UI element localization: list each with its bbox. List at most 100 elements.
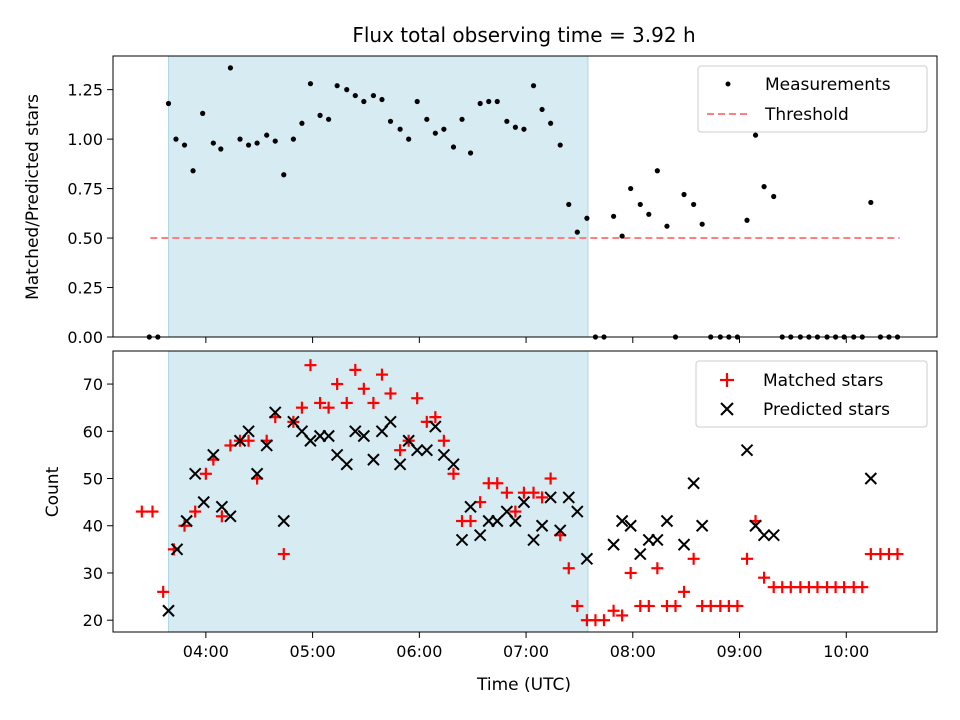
matched-star-point	[687, 552, 700, 565]
marker-stroke	[527, 533, 540, 547]
matched-star-point	[464, 515, 477, 528]
measurement-point	[681, 191, 687, 198]
predicted-star-point	[527, 533, 540, 547]
measurement-point	[441, 126, 447, 132]
matched-star-point	[375, 368, 388, 381]
matched-star-point	[891, 548, 904, 561]
marker-stroke	[437, 448, 451, 462]
measurement-point	[190, 168, 196, 174]
predicted-star-point	[491, 514, 504, 528]
predicted-star-point	[304, 434, 317, 447]
measurement-point	[397, 126, 403, 132]
measurement-point	[424, 116, 430, 122]
bottom-y-axis: 20 30 40 50 60 70	[83, 375, 113, 630]
marker-stroke	[517, 495, 531, 509]
measurement-point	[646, 211, 652, 217]
matched-star-point	[157, 585, 170, 598]
measurement-point	[610, 213, 617, 219]
measurement-point	[200, 110, 206, 116]
matched-star-point	[135, 505, 148, 518]
matched-star-point	[491, 477, 504, 490]
measurement-point	[512, 124, 518, 130]
predicted-star-point	[687, 477, 700, 490]
marker-stroke	[455, 533, 469, 547]
y-tick-label: 1.00	[67, 130, 103, 149]
predicted-star-point	[384, 415, 397, 429]
measurement-point	[584, 215, 590, 221]
predicted-star-point	[864, 472, 878, 485]
predicted-star-point	[607, 538, 620, 551]
x-tick-label: 05:00	[290, 642, 336, 661]
marker-stroke	[269, 406, 282, 419]
observing-span-shade-bottom	[168, 350, 589, 633]
predicted-star-point	[197, 495, 210, 509]
bottom-y-axis-label: Count	[43, 466, 63, 517]
marker-stroke	[322, 429, 335, 443]
measurement-point	[574, 229, 580, 235]
top-legend-box	[697, 65, 928, 133]
measurement-point	[459, 116, 465, 122]
predicted-star-point	[767, 528, 780, 542]
matched-star-point	[544, 472, 557, 485]
measurement-point	[307, 81, 314, 87]
matched-star-point	[322, 401, 335, 414]
matched-star-point	[242, 434, 255, 447]
marker-stroke	[384, 415, 397, 429]
top-legend: Measurements Threshold	[697, 65, 928, 133]
y-tick-label: 0.00	[67, 328, 103, 347]
marker-stroke	[660, 514, 674, 528]
marker-stroke	[500, 505, 514, 518]
predicted-star-point	[651, 533, 664, 547]
marker-stroke	[544, 491, 557, 504]
matched-star-point	[304, 359, 317, 372]
measurement-point	[664, 223, 670, 229]
predicted-star-point	[757, 528, 771, 542]
marker-stroke	[695, 519, 709, 532]
predicted-star-point	[410, 443, 424, 457]
marker-stroke	[464, 500, 477, 514]
predicted-star-point	[170, 543, 184, 556]
predicted-star-point	[624, 519, 637, 532]
predicted-star-point	[393, 458, 407, 471]
measurement-point	[771, 193, 777, 200]
matched-star-point	[741, 552, 754, 565]
matched-star-point	[295, 401, 308, 414]
legend-marker-matched	[720, 373, 734, 387]
matched-star-point	[642, 600, 655, 613]
marker-stroke	[864, 472, 878, 485]
predicted-star-point	[330, 448, 344, 462]
legend-marker-predicted	[720, 402, 734, 416]
measurement-point	[317, 112, 323, 118]
measurement-point	[450, 144, 457, 150]
marker-stroke	[188, 467, 202, 480]
predicted-star-point	[535, 519, 549, 532]
matched-star-point	[357, 382, 370, 395]
measurement-point	[406, 136, 412, 142]
measurement-point	[290, 136, 296, 142]
marker-stroke	[287, 415, 300, 429]
predicted-star-point	[580, 552, 594, 566]
measurement-point	[521, 126, 527, 132]
marker-stroke	[687, 477, 700, 490]
measurement-point	[494, 98, 500, 105]
predicted-star-point	[357, 429, 371, 443]
matched-star-point	[731, 600, 744, 613]
marker-stroke	[207, 448, 220, 462]
measurement-point	[637, 201, 643, 208]
measurement-point	[691, 201, 697, 208]
predicted-star-point	[695, 519, 709, 532]
measurement-point	[566, 201, 572, 208]
measurement-point	[548, 120, 554, 126]
predicted-star-point	[615, 514, 629, 528]
marker-stroke	[447, 458, 460, 471]
marker-stroke	[224, 510, 237, 523]
predicted-star-point	[188, 467, 202, 480]
predicted-star-point	[437, 448, 451, 462]
measurement-point	[218, 146, 224, 152]
predicted-star-point	[242, 425, 255, 438]
measurement-point	[868, 199, 874, 206]
legend-label-threshold: Threshold	[764, 105, 849, 125]
marker-stroke	[402, 434, 415, 447]
predicted-star-point	[277, 514, 290, 528]
matched-star-point	[651, 562, 664, 575]
